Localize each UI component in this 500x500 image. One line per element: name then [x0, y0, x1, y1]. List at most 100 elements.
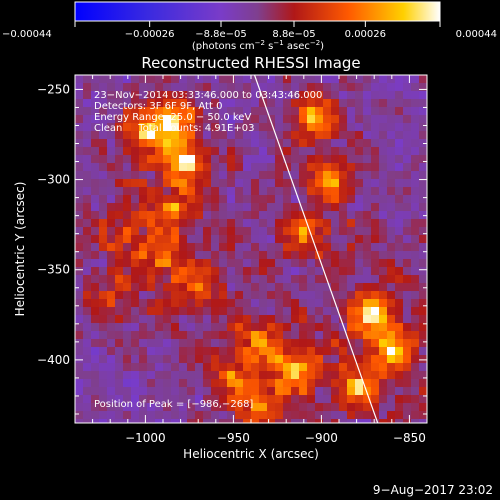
heatmap-cell	[179, 91, 187, 99]
heatmap-cell	[307, 219, 315, 227]
heatmap-cell	[395, 275, 403, 283]
heatmap-cell	[275, 91, 283, 99]
heatmap-cell	[251, 131, 259, 139]
heatmap-cell	[419, 99, 427, 107]
heatmap-cell	[155, 211, 163, 219]
heatmap-cell	[275, 339, 283, 347]
heatmap-cell	[275, 195, 283, 203]
heatmap-cell	[235, 347, 243, 355]
heatmap-cell	[171, 123, 179, 131]
heatmap-cell	[259, 91, 267, 99]
heatmap-cell	[251, 99, 259, 107]
heatmap-cell	[235, 155, 243, 163]
heatmap-cell	[83, 387, 91, 395]
heatmap-cell	[91, 379, 99, 387]
heatmap-cell	[315, 91, 323, 99]
heatmap-cell	[155, 363, 163, 371]
heatmap-cell	[395, 195, 403, 203]
heatmap-cell	[147, 107, 155, 115]
heatmap-cell	[171, 243, 179, 251]
heatmap-cell	[147, 99, 155, 107]
heatmap-cell	[243, 419, 251, 423]
heatmap-cell	[291, 403, 299, 411]
heatmap-cell	[203, 203, 211, 211]
heatmap-cell	[147, 355, 155, 363]
heatmap-cell	[331, 355, 339, 363]
heatmap-cell	[331, 323, 339, 331]
heatmap-cell	[171, 83, 179, 91]
heatmap-cell	[323, 371, 331, 379]
heatmap-cell	[139, 83, 147, 91]
heatmap-cell	[315, 211, 323, 219]
heatmap-cell	[147, 243, 155, 251]
heatmap-cell	[123, 275, 131, 283]
heatmap-cell	[307, 307, 315, 315]
heatmap-cell	[275, 291, 283, 299]
heatmap-cell	[347, 75, 355, 83]
heatmap-cell	[299, 395, 307, 403]
heatmap-cell	[139, 291, 147, 299]
heatmap-cell	[235, 275, 243, 283]
heatmap-cell	[187, 187, 195, 195]
heatmap-cell	[219, 267, 227, 275]
heatmap-cell	[163, 171, 171, 179]
colorbar: −0.00044 −0.00026 −8.8e−05 8.8e−05 0.00026 0.…	[2, 1, 497, 52]
heatmap-cell	[115, 163, 123, 171]
heatmap-cell	[379, 347, 387, 355]
heatmap-cell	[387, 267, 395, 275]
heatmap-cell	[267, 419, 275, 423]
heatmap-cell	[307, 291, 315, 299]
heatmap-cell	[147, 227, 155, 235]
heatmap-cell	[147, 131, 155, 139]
heatmap-cell	[283, 155, 291, 163]
heatmap-cell	[235, 163, 243, 171]
heatmap-cell	[219, 131, 227, 139]
heatmap-cell	[163, 403, 171, 411]
heatmap-cell	[115, 171, 123, 179]
heatmap-cell	[331, 171, 339, 179]
heatmap-cell	[75, 299, 83, 307]
heatmap-cell	[371, 123, 379, 131]
heatmap-cell	[387, 371, 395, 379]
heatmap-cell	[395, 299, 403, 307]
heatmap-cell	[131, 139, 139, 147]
heatmap-cell	[419, 251, 427, 259]
heatmap-cell	[355, 147, 363, 155]
heatmap-cell	[227, 379, 235, 387]
heatmap-cell	[291, 83, 299, 91]
heatmap-cell	[275, 163, 283, 171]
heatmap-cell	[195, 291, 203, 299]
heatmap-cell	[195, 99, 203, 107]
heatmap-cell	[131, 411, 139, 419]
heatmap-cell	[187, 99, 195, 107]
heatmap-cell	[307, 179, 315, 187]
heatmap-cell	[387, 131, 395, 139]
heatmap-cell	[219, 195, 227, 203]
heatmap-cell	[339, 355, 347, 363]
heatmap-cell	[403, 83, 411, 91]
heatmap-cell	[379, 139, 387, 147]
heatmap-cell	[123, 75, 131, 83]
heatmap-cell	[227, 323, 235, 331]
heatmap-cell	[147, 379, 155, 387]
heatmap-cell	[243, 219, 251, 227]
heatmap-cell	[363, 123, 371, 131]
heatmap-cell	[387, 171, 395, 179]
heatmap-cell	[235, 91, 243, 99]
heatmap-cell	[379, 219, 387, 227]
heatmap-cell	[267, 163, 275, 171]
heatmap-cell	[187, 283, 195, 291]
heatmap-cell	[403, 331, 411, 339]
heatmap-cell	[155, 307, 163, 315]
heatmap-cell	[291, 171, 299, 179]
heatmap-cell	[291, 339, 299, 347]
heatmap-cell	[147, 123, 155, 131]
heatmap-cell	[243, 339, 251, 347]
heatmap-cell	[147, 403, 155, 411]
heatmap-cell	[83, 219, 91, 227]
heatmap-cell	[115, 75, 123, 83]
heatmap-cell	[83, 259, 91, 267]
heatmap-cell	[347, 163, 355, 171]
heatmap-cell	[339, 235, 347, 243]
heatmap-cell	[75, 75, 83, 83]
